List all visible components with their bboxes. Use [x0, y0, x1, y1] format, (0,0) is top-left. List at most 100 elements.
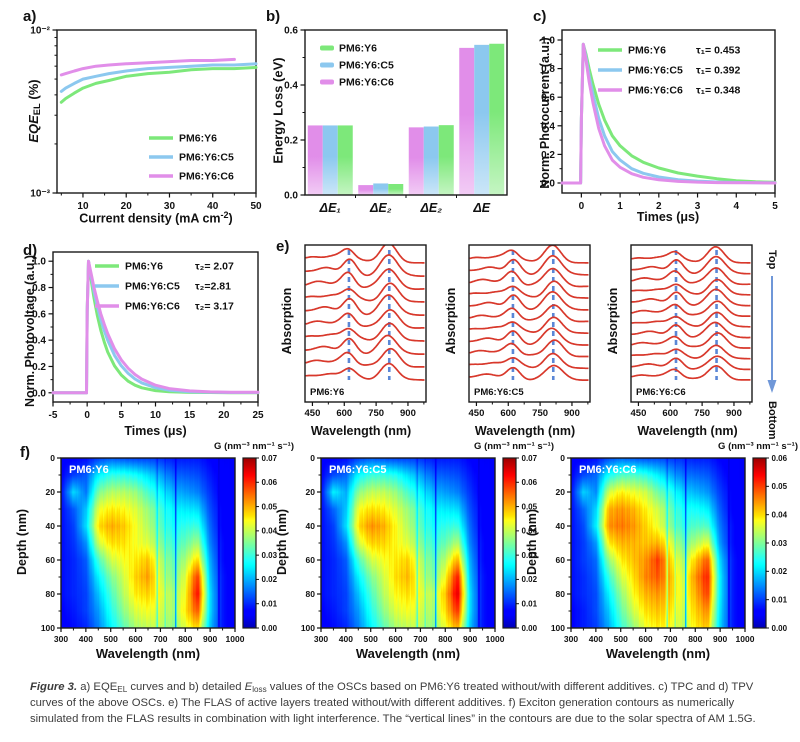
svg-text:PM6:Y6:C5: PM6:Y6:C5 [339, 60, 394, 72]
svg-text:τ₂= 3.17: τ₂= 3.17 [195, 301, 234, 313]
svg-text:600: 600 [662, 408, 678, 419]
svg-text:0.0: 0.0 [541, 178, 555, 189]
svg-text:1: 1 [617, 201, 623, 212]
svg-text:40: 40 [306, 521, 316, 531]
svg-text:60: 60 [46, 555, 56, 565]
svg-text:750: 750 [532, 408, 548, 419]
svg-text:100: 100 [301, 623, 315, 633]
panel-f3-chart: 300 400 500 600 700 800 900 1000 0 20 40 60 80 100 0.0… [518, 440, 800, 645]
svg-text:500: 500 [364, 634, 378, 644]
svg-text:ΔE₁: ΔE₁ [319, 201, 341, 215]
panel-d-letter: d) [23, 242, 38, 259]
svg-text:100: 100 [41, 623, 55, 633]
svg-text:20: 20 [121, 201, 133, 212]
svg-text:0.0: 0.0 [284, 191, 298, 202]
svg-text:τ₂= 2.07: τ₂= 2.07 [195, 261, 234, 273]
svg-text:PM6:Y6:C6: PM6:Y6:C6 [125, 301, 180, 313]
svg-text:PM6:Y6: PM6:Y6 [125, 261, 163, 273]
panel-b: b) Energy Loss (eV) ΔE₁ ΔE₂ ΔE₂ ΔE 0.0 0.2 0.4… [262, 6, 524, 240]
svg-text:ΔE: ΔE [472, 201, 490, 215]
svg-text:300: 300 [564, 634, 578, 644]
svg-text:750: 750 [368, 408, 384, 419]
down-arrow-icon [767, 276, 777, 394]
panel-e2: Absorption 450 600 750 900 PM6:Y6:C5 Wavelen… [436, 240, 614, 446]
svg-text:450: 450 [631, 408, 647, 419]
panel-d-chart: -5 0 5 10 15 20 25 0.0 0.2 0.4 0.6 0.8 1.0 PM6:Y6 τ₂= … [10, 242, 270, 424]
svg-text:3: 3 [695, 201, 701, 212]
svg-text:500: 500 [614, 634, 628, 644]
panel-f2-colorbar-label: G (nm⁻³ nm⁻¹ s⁻¹) [474, 441, 554, 452]
panel-e3: Absorption 450 600 750 900 PM6:Y6:C6 Wavelen… [598, 240, 776, 446]
panel-f1-colorbar-label: G (nm⁻³ nm⁻¹ s⁻¹) [214, 441, 294, 452]
svg-text:50: 50 [250, 201, 262, 212]
panel-a-letter: a) [23, 8, 37, 25]
svg-text:800: 800 [438, 634, 452, 644]
panel-e3-xlabel: Wavelength (nm) [637, 424, 738, 438]
svg-text:600: 600 [638, 634, 652, 644]
svg-text:PM6:Y6:C6: PM6:Y6:C6 [179, 171, 234, 183]
svg-text:10⁻²: 10⁻² [30, 26, 50, 37]
svg-text:0.03: 0.03 [772, 539, 788, 548]
svg-text:0.6: 0.6 [541, 93, 555, 104]
svg-text:0: 0 [560, 453, 565, 463]
svg-text:4: 4 [733, 201, 739, 212]
depth-direction-annotation: Top Bottom [754, 250, 790, 450]
panel-c-chart: 0 1 2 3 4 5 0.0 0.2 0.4 0.6 0.8 1.0 PM6:Y6 τ₁= 0.453 P… [524, 6, 800, 216]
panel-a: a) EQEEL (%) 10 20 30 40 50 10⁻² 10⁻³ PM6:Y6 PM6… [10, 6, 262, 240]
svg-text:PM6:Y6: PM6:Y6 [628, 45, 666, 57]
svg-text:600: 600 [128, 634, 142, 644]
panel-f1-xlabel: Wavelength (nm) [95, 646, 201, 661]
svg-text:400: 400 [79, 634, 93, 644]
panel-c-letter: c) [533, 8, 547, 25]
panel-d-xlabel: Times (μs) [124, 424, 187, 438]
svg-text:600: 600 [500, 408, 516, 419]
svg-text:25: 25 [252, 410, 264, 421]
svg-text:400: 400 [339, 634, 353, 644]
svg-text:700: 700 [663, 634, 677, 644]
svg-text:15: 15 [184, 410, 196, 421]
svg-text:900: 900 [564, 408, 580, 419]
panel-f2: Depth (nm) G (nm⁻³ nm⁻¹ s⁻¹) 300 400 500 60… [268, 440, 556, 672]
svg-text:0.4: 0.4 [32, 336, 46, 347]
annotation-top-label: Top [766, 250, 778, 270]
svg-text:900: 900 [400, 408, 416, 419]
svg-text:300: 300 [54, 634, 68, 644]
svg-text:0.06: 0.06 [772, 454, 788, 463]
svg-text:PM6:Y6:C5: PM6:Y6:C5 [179, 152, 234, 164]
svg-text:60: 60 [556, 555, 566, 565]
svg-text:800: 800 [688, 634, 702, 644]
svg-text:1.0: 1.0 [541, 36, 555, 47]
svg-text:0.04: 0.04 [772, 510, 788, 519]
svg-text:0.0: 0.0 [32, 388, 46, 399]
svg-text:450: 450 [469, 408, 485, 419]
annotation-bottom-label: Bottom [766, 401, 778, 440]
svg-text:ΔE₂: ΔE₂ [420, 201, 443, 215]
svg-text:450: 450 [305, 408, 321, 419]
svg-text:20: 20 [306, 487, 316, 497]
svg-text:ΔE₂: ΔE₂ [369, 201, 392, 215]
svg-text:PM6:Y6:C5: PM6:Y6:C5 [125, 281, 180, 293]
svg-text:PM6:Y6: PM6:Y6 [179, 133, 217, 145]
svg-text:0.8: 0.8 [541, 64, 555, 75]
svg-text:5: 5 [119, 410, 125, 421]
svg-text:20: 20 [556, 487, 566, 497]
panel-e2-xlabel: Wavelength (nm) [474, 424, 576, 438]
panel-f3: Depth (nm) G (nm⁻³ nm⁻¹ s⁻¹) 300 400 500 60… [518, 440, 800, 672]
svg-text:0.4: 0.4 [541, 121, 555, 132]
svg-text:400: 400 [589, 634, 603, 644]
svg-text:PM6:Y6:C6: PM6:Y6:C6 [636, 387, 686, 398]
panel-e1-xlabel: Wavelength (nm) [310, 424, 412, 438]
svg-text:0.8: 0.8 [32, 283, 46, 294]
svg-text:700: 700 [413, 634, 427, 644]
svg-text:PM6:Y6:C5: PM6:Y6:C5 [628, 65, 683, 77]
svg-text:1.0: 1.0 [32, 257, 46, 268]
svg-text:10: 10 [150, 410, 162, 421]
svg-text:750: 750 [694, 408, 710, 419]
svg-text:τ₁= 0.348: τ₁= 0.348 [696, 85, 741, 97]
panel-d: d) Norm. Photovoltage (a.u.) -5 0 5 10 15 20 2… [10, 242, 270, 448]
svg-text:0.2: 0.2 [32, 362, 46, 373]
panel-b-chart: ΔE₁ ΔE₂ ΔE₂ ΔE 0.0 0.2 0.4 0.6 PM6:Y6 PM6:Y6:C5 PM… [262, 6, 524, 218]
panel-f3-colorbar-label: G (nm⁻³ nm⁻¹ s⁻¹) [718, 441, 798, 452]
svg-text:τ₁= 0.453: τ₁= 0.453 [696, 45, 741, 57]
svg-text:700: 700 [153, 634, 167, 644]
